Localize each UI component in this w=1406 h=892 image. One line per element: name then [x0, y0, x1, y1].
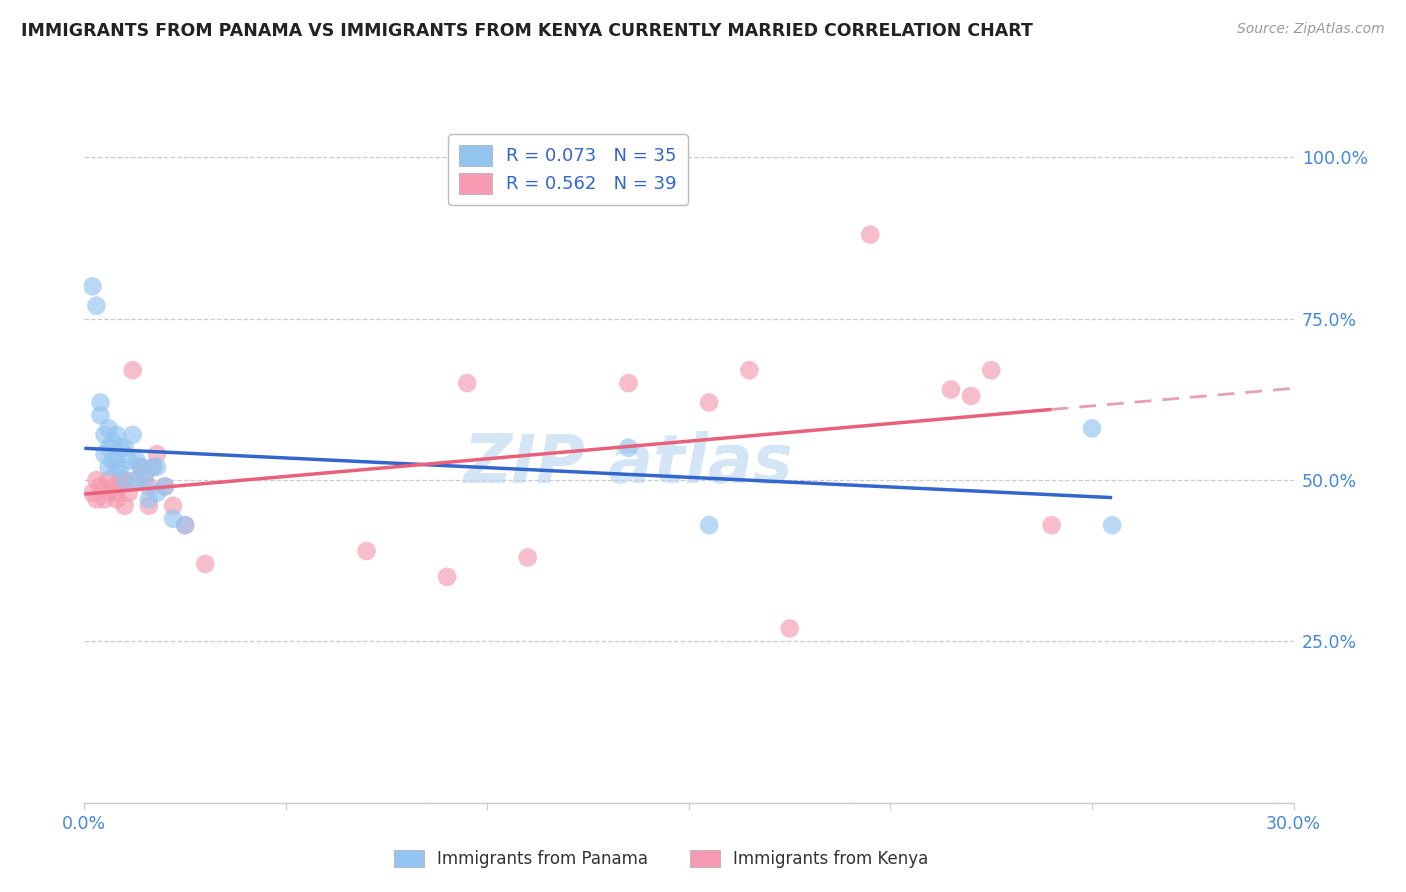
- Point: [101, 479, 124, 493]
- Point: [118, 453, 141, 467]
- Point: [859, 227, 882, 242]
- Point: [93, 492, 115, 507]
- Legend: R = 0.073   N = 35, R = 0.562   N = 39: R = 0.073 N = 35, R = 0.562 N = 39: [449, 134, 688, 204]
- Point: [110, 441, 132, 455]
- Point: [129, 460, 152, 475]
- Point: [174, 518, 197, 533]
- Point: [134, 473, 156, 487]
- Point: [153, 479, 176, 493]
- Point: [114, 473, 136, 487]
- Point: [105, 460, 128, 475]
- Point: [114, 441, 136, 455]
- Point: [1040, 518, 1063, 533]
- Point: [86, 492, 108, 507]
- Point: [125, 473, 148, 487]
- Point: [93, 447, 115, 461]
- Point: [97, 441, 120, 455]
- Point: [105, 427, 128, 442]
- Point: [101, 453, 124, 467]
- Point: [939, 383, 962, 397]
- Point: [82, 279, 104, 293]
- Point: [118, 486, 141, 500]
- Point: [162, 512, 184, 526]
- Point: [142, 460, 165, 475]
- Point: [105, 486, 128, 500]
- Point: [194, 557, 217, 571]
- Point: [146, 447, 169, 461]
- Point: [146, 486, 169, 500]
- Point: [129, 460, 152, 475]
- Text: IMMIGRANTS FROM PANAMA VS IMMIGRANTS FROM KENYA CURRENTLY MARRIED CORRELATION CH: IMMIGRANTS FROM PANAMA VS IMMIGRANTS FRO…: [21, 22, 1033, 40]
- Point: [125, 453, 148, 467]
- Point: [134, 467, 156, 481]
- Point: [516, 550, 538, 565]
- Point: [617, 441, 640, 455]
- Legend: Immigrants from Panama, Immigrants from Kenya: Immigrants from Panama, Immigrants from …: [387, 843, 935, 875]
- Point: [82, 486, 104, 500]
- Point: [114, 473, 136, 487]
- Point: [153, 479, 176, 493]
- Point: [97, 421, 120, 435]
- Point: [436, 570, 458, 584]
- Point: [93, 427, 115, 442]
- Point: [105, 492, 128, 507]
- Point: [738, 363, 761, 377]
- Point: [980, 363, 1002, 377]
- Point: [617, 376, 640, 391]
- Point: [121, 427, 143, 442]
- Point: [89, 479, 111, 493]
- Point: [101, 434, 124, 449]
- Y-axis label: Currently Married: Currently Married: [0, 391, 8, 537]
- Point: [125, 473, 148, 487]
- Point: [86, 299, 108, 313]
- Point: [110, 473, 132, 487]
- Point: [97, 460, 120, 475]
- Point: [1101, 518, 1123, 533]
- Point: [456, 376, 478, 391]
- Point: [138, 479, 160, 493]
- Text: ZIP atlas: ZIP atlas: [464, 431, 793, 497]
- Point: [146, 460, 169, 475]
- Point: [960, 389, 983, 403]
- Point: [138, 499, 160, 513]
- Point: [89, 395, 111, 409]
- Point: [356, 544, 378, 558]
- Point: [86, 473, 108, 487]
- Text: Source: ZipAtlas.com: Source: ZipAtlas.com: [1237, 22, 1385, 37]
- Point: [174, 518, 197, 533]
- Point: [138, 492, 160, 507]
- Point: [779, 622, 801, 636]
- Point: [97, 486, 120, 500]
- Point: [1081, 421, 1104, 435]
- Point: [97, 473, 120, 487]
- Point: [162, 499, 184, 513]
- Point: [110, 460, 132, 475]
- Point: [142, 460, 165, 475]
- Point: [697, 518, 720, 533]
- Point: [105, 447, 128, 461]
- Point: [697, 395, 720, 409]
- Point: [114, 499, 136, 513]
- Point: [89, 409, 111, 423]
- Point: [121, 363, 143, 377]
